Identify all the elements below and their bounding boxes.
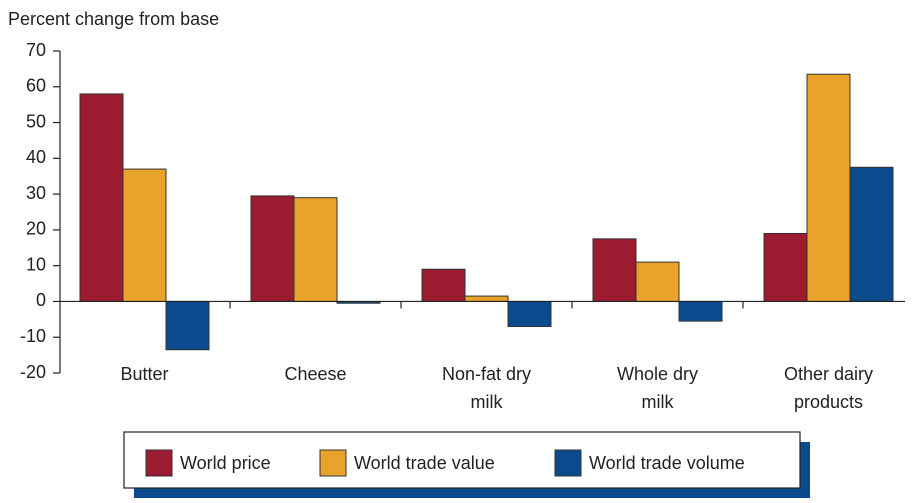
bar: [592, 238, 637, 302]
bar: [293, 197, 338, 302]
y-tick-label: 10: [26, 254, 46, 274]
legend-swatch: [554, 449, 582, 477]
bar: [250, 195, 295, 302]
x-tick-label-line: products: [794, 392, 863, 412]
bar: [678, 300, 723, 322]
y-tick-label: -20: [20, 362, 46, 382]
legend-label: World trade volume: [589, 453, 745, 473]
y-tick-label: 60: [26, 76, 46, 96]
bar: [507, 300, 552, 327]
legend-swatch: [319, 449, 347, 477]
bar: [165, 300, 210, 351]
y-tick-label: 0: [36, 290, 46, 310]
y-tick-label: 40: [26, 147, 46, 167]
x-tick-label: Non-fat dry milk: [442, 364, 531, 412]
x-tick-label: Cheese: [284, 364, 346, 384]
y-tick-label: -10: [20, 326, 46, 346]
x-tick-label-line: Whole dry: [617, 364, 698, 384]
bar: [763, 232, 808, 302]
legend-label: World trade value: [354, 453, 495, 473]
y-tick-label: 70: [26, 40, 46, 60]
x-tick-label: Other dairy products: [784, 364, 873, 412]
bar: [421, 268, 466, 302]
bar: [464, 295, 509, 302]
x-tick-label-line: milk: [642, 392, 675, 412]
x-tick-label: Whole dry milk: [617, 364, 698, 412]
y-axis-label: Percent change from base: [8, 9, 219, 29]
bar: [806, 73, 851, 302]
x-tick-label-line: milk: [471, 392, 504, 412]
x-tick-label-line: Butter: [120, 364, 168, 384]
legend-swatch: [145, 449, 173, 477]
y-tick-label: 30: [26, 183, 46, 203]
bar: [79, 93, 124, 302]
x-tick-label: Butter: [120, 364, 168, 384]
legend-box: [123, 431, 801, 489]
bar: [635, 261, 680, 302]
y-tick-label: 50: [26, 111, 46, 131]
bar: [122, 168, 167, 302]
x-tick-label-line: Other dairy: [784, 364, 873, 384]
legend-label: World price: [180, 453, 271, 473]
bar: [849, 166, 894, 302]
y-tick-label: 20: [26, 219, 46, 239]
x-tick-label-line: Non-fat dry: [442, 364, 531, 384]
x-tick-label-line: Cheese: [284, 364, 346, 384]
